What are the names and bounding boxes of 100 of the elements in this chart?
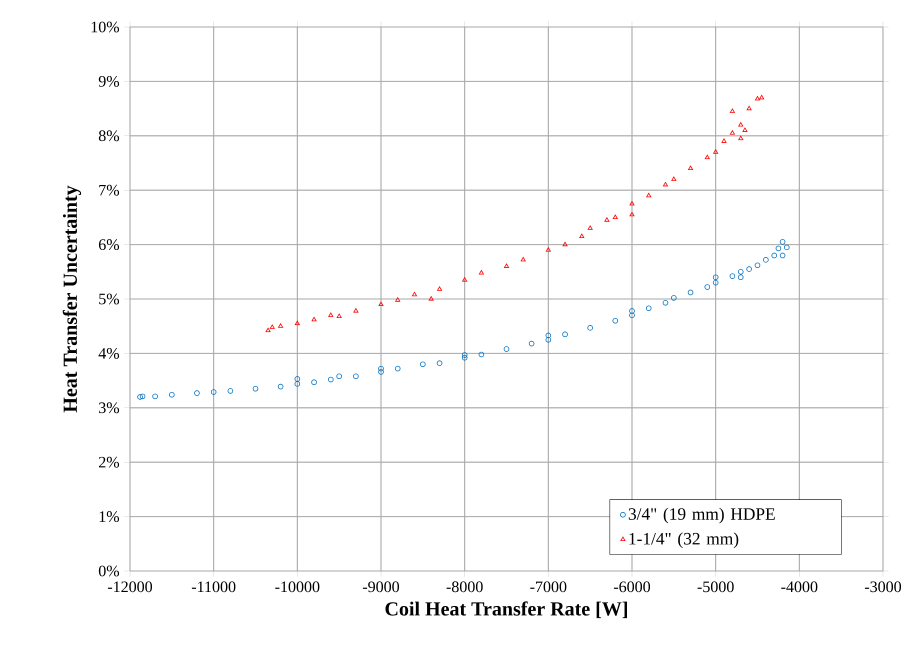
point (278, 323, 284, 328)
point (738, 122, 744, 127)
point (478, 270, 484, 274)
point (311, 379, 317, 386)
y-tick-label: 9% (98, 76, 120, 87)
y-tick-label: 4% (98, 348, 120, 359)
point (730, 273, 736, 279)
legend-label: 1-1/4" (32 mm) (630, 532, 738, 548)
point (420, 361, 426, 368)
point (353, 308, 358, 313)
point (671, 295, 677, 301)
point (546, 247, 551, 252)
point (437, 286, 442, 291)
point (722, 138, 727, 143)
point (738, 136, 744, 140)
point (394, 366, 401, 372)
point (629, 308, 635, 314)
point (579, 234, 584, 238)
point (713, 149, 718, 154)
point (294, 376, 300, 382)
point (140, 394, 146, 400)
x-tick-label: -9000 (362, 581, 400, 592)
point (478, 352, 484, 358)
point (562, 242, 568, 246)
point (169, 392, 175, 398)
y-tick-label: 8% (98, 130, 120, 142)
point (704, 284, 710, 290)
point (662, 300, 668, 306)
point (194, 390, 200, 396)
point (336, 373, 342, 380)
point (730, 108, 735, 113)
point (336, 314, 342, 318)
x-tick-label: -6000 (614, 581, 650, 592)
point (252, 386, 258, 392)
point (428, 296, 434, 301)
point (462, 277, 468, 282)
x-tick-label: -8000 (446, 581, 483, 592)
point (546, 332, 552, 338)
point (546, 337, 552, 343)
point (328, 312, 334, 317)
point (688, 166, 694, 170)
point (436, 360, 442, 366)
y-tick-label: 1% (100, 511, 120, 522)
point (629, 312, 635, 318)
point (746, 266, 752, 272)
point (704, 154, 710, 160)
point (780, 252, 786, 258)
point (504, 346, 510, 352)
point (784, 244, 790, 250)
x-tick-label: -7000 (530, 581, 566, 592)
x-tick-label: -11000 (192, 581, 236, 592)
y-tick-label: 2% (98, 456, 120, 468)
point (604, 217, 610, 222)
point (742, 128, 748, 132)
point (587, 325, 593, 331)
y-axis-title: Heat Transfer Uncertainty (62, 186, 82, 412)
point (612, 214, 618, 219)
point (270, 324, 275, 329)
point (688, 290, 694, 296)
point (378, 369, 384, 375)
y-tick-label: 10% (92, 22, 120, 32)
x-tick-label: -4000 (781, 581, 818, 592)
point (630, 212, 634, 216)
point (294, 320, 300, 326)
y-tick-label: 3% (99, 402, 120, 414)
point (152, 394, 158, 400)
point (780, 239, 786, 245)
point (646, 192, 652, 198)
point (353, 373, 359, 380)
point (395, 297, 400, 302)
point (378, 366, 384, 372)
point (328, 376, 334, 382)
point (588, 225, 593, 230)
point (278, 384, 284, 390)
point (671, 176, 676, 181)
x-tick-label: -5000 (698, 581, 734, 592)
point (562, 332, 568, 338)
point (294, 381, 300, 387)
point (754, 262, 760, 268)
point (137, 394, 143, 400)
point (771, 252, 778, 258)
point (738, 269, 744, 275)
point (712, 274, 718, 280)
point (520, 257, 526, 262)
point (228, 388, 234, 394)
point (612, 318, 618, 324)
point (730, 130, 735, 135)
point (504, 264, 509, 268)
y-tick-label: 6% (98, 239, 120, 250)
point (462, 354, 468, 361)
point (210, 389, 216, 395)
point (746, 106, 752, 110)
point (630, 201, 634, 206)
point (755, 96, 760, 100)
point (528, 340, 534, 346)
y-tick-label: 7% (99, 184, 120, 196)
legend-label: 3/4" (19 mm) HDPE (628, 508, 775, 524)
point (412, 292, 417, 296)
point (462, 352, 468, 358)
x-axis-title: Coil Heat Transfer Rate [W] (385, 601, 627, 618)
